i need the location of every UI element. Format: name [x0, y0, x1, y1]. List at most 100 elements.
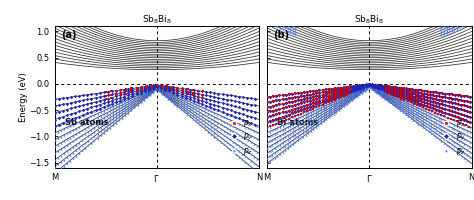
Point: [186, 95, 193, 98]
Point: [415, 117, 422, 120]
Point: [219, 106, 227, 109]
Point: [97, 130, 104, 133]
Point: [402, 103, 410, 106]
Point: [328, 99, 336, 102]
Point: [300, 104, 308, 107]
Point: [458, 117, 465, 121]
Point: [247, 134, 255, 137]
Point: [388, 87, 396, 90]
Point: [423, 90, 431, 93]
Point: [408, 92, 416, 95]
Point: [410, 100, 417, 103]
Point: [399, 103, 407, 106]
Point: [382, 90, 390, 93]
Point: [428, 97, 436, 100]
Point: [104, 90, 111, 93]
Point: [438, 99, 445, 102]
Point: [396, 86, 403, 89]
Point: [279, 124, 286, 127]
Point: [285, 101, 292, 104]
Point: [59, 115, 66, 118]
Point: [300, 94, 308, 97]
Point: [51, 104, 58, 108]
Point: [333, 103, 340, 106]
Point: [312, 103, 320, 106]
Point: [392, 92, 400, 95]
Point: [186, 88, 193, 91]
Point: [75, 99, 83, 103]
Point: [438, 26, 445, 29]
Point: [353, 88, 360, 91]
Point: [322, 100, 329, 103]
Point: [456, 152, 463, 156]
Point: [346, 99, 353, 103]
Point: [266, 145, 273, 148]
Point: [425, 127, 432, 130]
Point: [394, 100, 401, 103]
Point: [325, 87, 332, 91]
Point: [411, 88, 419, 91]
Point: [279, 16, 286, 19]
Point: [138, 88, 146, 91]
Point: [359, 84, 366, 87]
Point: [266, 110, 274, 113]
Point: [140, 92, 147, 96]
Point: [371, 86, 379, 89]
Point: [432, 135, 440, 138]
Point: [445, 112, 452, 116]
Point: [383, 87, 391, 90]
Point: [440, 22, 448, 25]
Point: [251, 123, 258, 126]
Point: [371, 84, 379, 87]
Point: [392, 96, 399, 99]
Point: [463, 12, 471, 15]
Point: [100, 109, 108, 112]
Point: [349, 88, 357, 92]
Point: [125, 87, 132, 91]
Point: [404, 93, 411, 97]
Point: [125, 109, 132, 112]
Point: [125, 92, 132, 95]
Point: [217, 110, 224, 113]
Point: [443, 135, 450, 138]
Point: [270, 99, 277, 103]
Point: [315, 113, 322, 116]
Point: [131, 99, 138, 102]
Point: [443, 116, 450, 119]
Point: [312, 89, 320, 92]
Point: [128, 87, 135, 90]
Point: [404, 99, 411, 103]
Point: [210, 95, 218, 99]
Point: [333, 105, 340, 108]
Text: (b): (b): [273, 30, 290, 40]
Point: [75, 115, 83, 118]
Point: [121, 97, 129, 100]
Point: [430, 120, 438, 123]
Point: [118, 108, 126, 112]
Point: [443, 21, 450, 24]
Point: [346, 86, 354, 89]
Point: [118, 113, 126, 117]
Point: [343, 93, 351, 96]
Point: [394, 103, 401, 107]
Point: [300, 91, 308, 94]
Point: [133, 88, 140, 91]
Point: [325, 98, 332, 102]
Point: [194, 92, 202, 95]
Point: [226, 113, 234, 116]
Point: [315, 118, 322, 121]
Point: [210, 107, 218, 110]
Point: [335, 101, 343, 105]
Point: [428, 90, 436, 94]
Point: [143, 87, 151, 90]
Point: [210, 103, 218, 107]
Point: [346, 96, 353, 99]
Point: [270, 95, 277, 98]
Point: [264, 157, 271, 160]
Point: [69, 129, 77, 132]
Point: [264, 116, 271, 119]
Point: [466, 160, 474, 163]
Point: [106, 106, 114, 110]
Point: [214, 108, 221, 112]
Point: [289, 24, 297, 27]
